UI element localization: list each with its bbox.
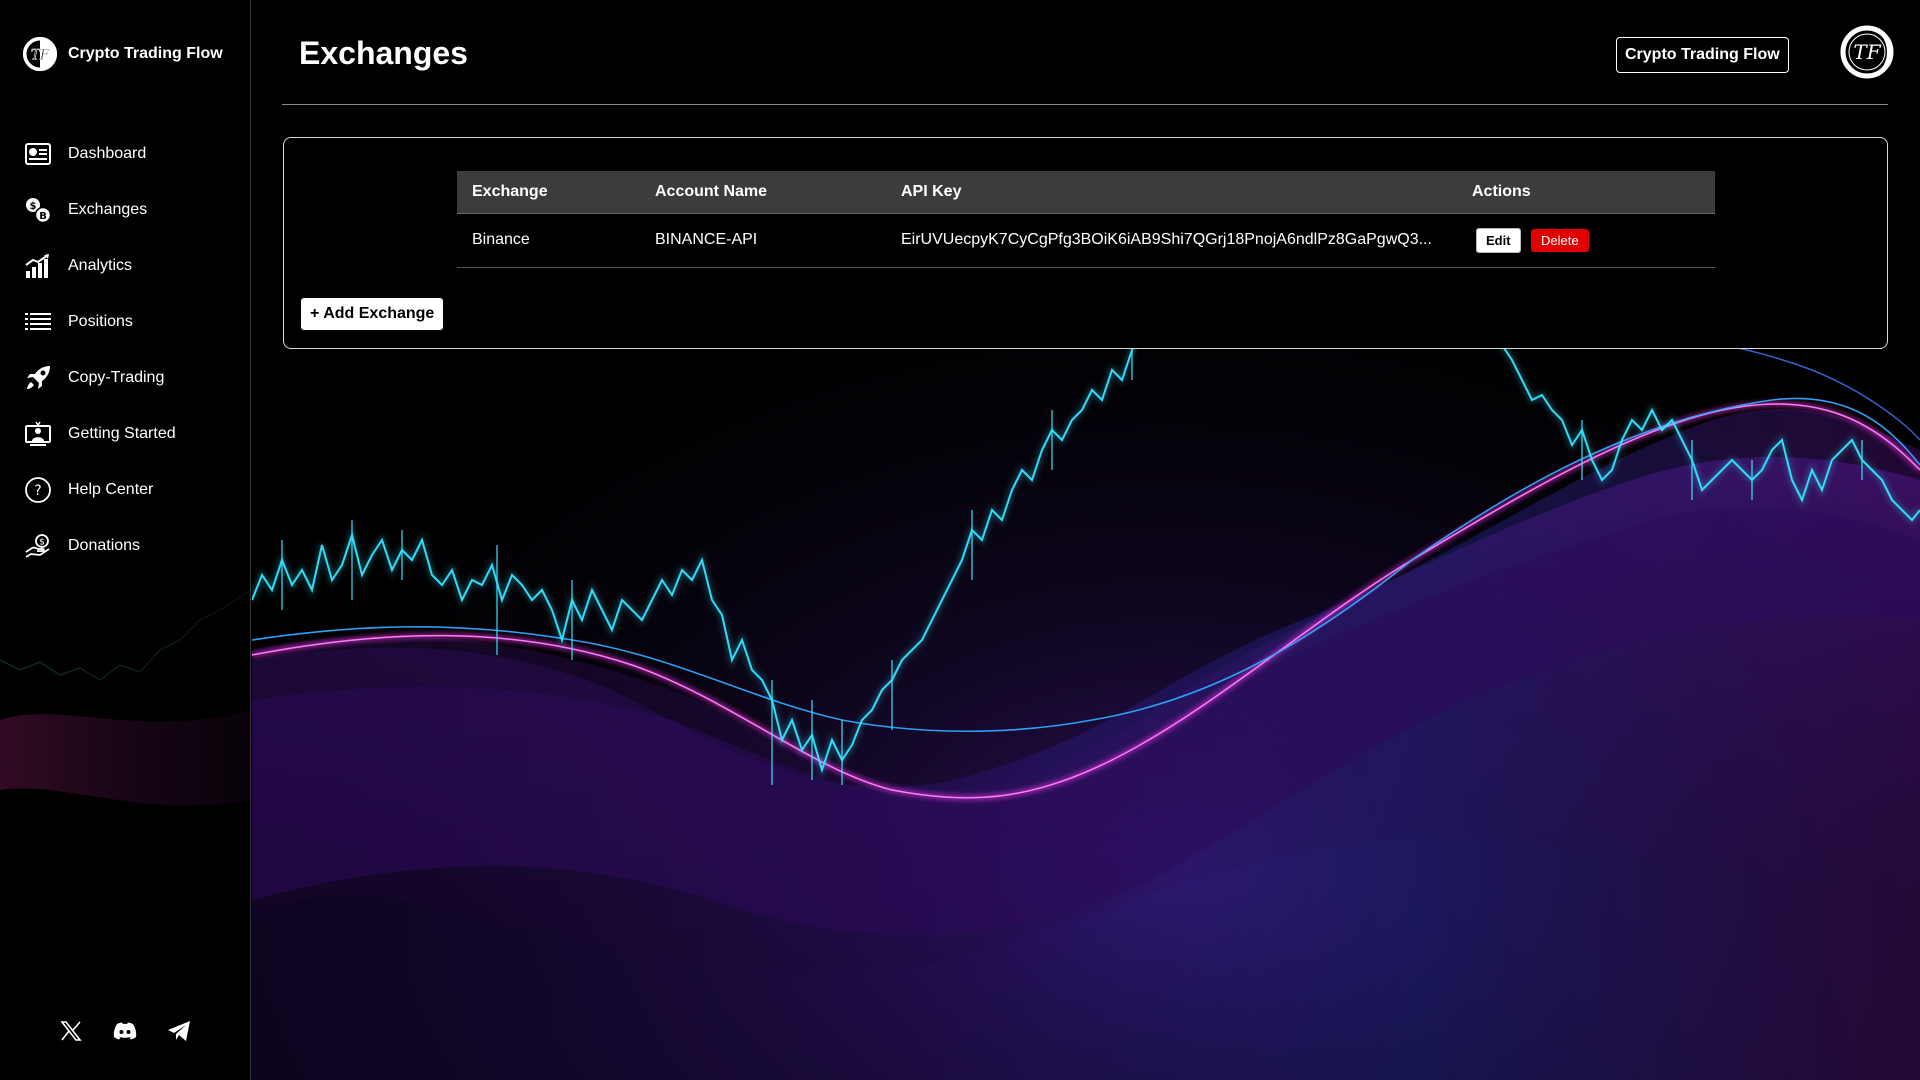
- sidebar-item-label: Getting Started: [68, 425, 176, 442]
- sidebar-item-label: Copy-Trading: [68, 369, 165, 386]
- sidebar-item-label: Dashboard: [68, 145, 147, 162]
- column-header-account-name: Account Name: [640, 171, 886, 214]
- sidebar-item-dashboard[interactable]: Dashboard: [24, 126, 244, 182]
- exchanges-table: Exchange Account Name API Key Actions Bi…: [457, 171, 1715, 268]
- analytics-bars-icon: [24, 252, 52, 280]
- sidebar-item-help-center[interactable]: ? Help Center: [24, 462, 244, 518]
- sidebar-background-art: [0, 589, 250, 806]
- sidebar-item-analytics[interactable]: Analytics: [24, 238, 244, 294]
- column-header-api-key: API Key: [886, 171, 1457, 214]
- hand-coin-icon: $: [24, 532, 52, 560]
- social-links: [58, 1018, 192, 1044]
- sidebar-item-exchanges[interactable]: $ B Exchanges: [24, 182, 244, 238]
- table-header-row: Exchange Account Name API Key Actions: [457, 171, 1715, 214]
- sidebar-item-donations[interactable]: $ Donations: [24, 518, 244, 574]
- exchange-coins-icon: $ B: [24, 196, 52, 224]
- svg-text:B: B: [39, 211, 47, 222]
- dashboard-icon: [24, 140, 52, 168]
- sidebar-item-label: Analytics: [68, 257, 133, 274]
- brand-button[interactable]: Crypto Trading Flow: [1616, 37, 1789, 73]
- rocket-icon: [24, 364, 52, 392]
- discord-icon[interactable]: [112, 1018, 138, 1044]
- question-circle-icon: ?: [24, 476, 52, 504]
- column-header-exchange: Exchange: [457, 171, 640, 214]
- table-row: Binance BINANCE-API EirUVUecpyK7CyCgPfg3…: [457, 213, 1715, 268]
- svg-text:TF: TF: [31, 47, 50, 63]
- edit-button[interactable]: Edit: [1476, 227, 1521, 253]
- column-header-actions: Actions: [1457, 171, 1715, 214]
- cell-actions: Edit Delete: [1457, 213, 1715, 268]
- x-icon[interactable]: [58, 1018, 84, 1044]
- svg-text:?: ?: [34, 483, 41, 499]
- delete-button[interactable]: Delete: [1531, 228, 1589, 252]
- header-logo-icon[interactable]: TF: [1839, 24, 1895, 80]
- list-icon: [24, 308, 52, 336]
- sidebar-item-label: Exchanges: [68, 201, 148, 218]
- svg-text:$: $: [39, 538, 45, 548]
- exchanges-panel: Exchange Account Name API Key Actions Bi…: [283, 137, 1888, 349]
- brand[interactable]: TF Crypto Trading Flow: [22, 36, 223, 72]
- brand-logo-icon: TF: [22, 36, 58, 72]
- svg-text:TF: TF: [1853, 40, 1881, 64]
- sidebar-item-positions[interactable]: Positions: [24, 294, 244, 350]
- svg-text:$: $: [30, 201, 37, 212]
- sidebar-item-getting-started[interactable]: Getting Started: [24, 406, 244, 462]
- sidebar: TF Crypto Trading Flow Dashboard $ B Exch…: [0, 0, 251, 1080]
- monitor-person-icon: [24, 420, 52, 448]
- add-exchange-button[interactable]: + Add Exchange: [301, 298, 444, 330]
- cell-api-key: EirUVUecpyK7CyCgPfg3BOiK6iAB9Shi7QGrj18P…: [886, 213, 1457, 268]
- api-key-value: EirUVUecpyK7CyCgPfg3BOiK6iAB9Shi7QGrj18P…: [901, 230, 1432, 248]
- sidebar-item-label: Positions: [68, 313, 133, 330]
- main-content: Exchanges Crypto Trading Flow TF Exchang…: [252, 0, 1920, 1080]
- sidebar-item-label: Donations: [68, 537, 141, 554]
- cell-exchange: Binance: [457, 213, 640, 268]
- telegram-icon[interactable]: [166, 1018, 192, 1044]
- page-header: Exchanges Crypto Trading Flow TF: [282, 0, 1894, 105]
- cell-account-name: BINANCE-API: [640, 213, 886, 268]
- sidebar-item-copy-trading[interactable]: Copy-Trading: [24, 350, 244, 406]
- page-title: Exchanges: [299, 35, 468, 71]
- sidebar-nav: Dashboard $ B Exchanges Analytics Positio…: [24, 126, 244, 574]
- brand-name: Crypto Trading Flow: [68, 45, 223, 62]
- sidebar-item-label: Help Center: [68, 481, 154, 498]
